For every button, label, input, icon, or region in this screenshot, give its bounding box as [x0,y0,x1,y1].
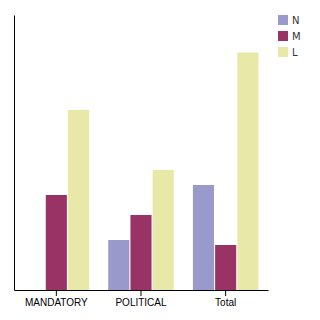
bar [193,185,214,290]
bar [68,110,89,290]
legend-swatch [278,31,288,41]
chart-svg: MANDATORY POLITICAL Total NML [0,0,320,320]
x-tick-mark [56,290,57,296]
y-axis-line [14,16,15,291]
bar [46,195,67,290]
bar-series [68,53,258,291]
bars [46,53,259,291]
bar [108,240,129,290]
x-axis: MANDATORY POLITICAL Total [15,290,269,308]
legend-label: N [292,15,299,26]
legend-item: L [278,47,298,58]
legend-item: M [278,31,301,42]
chart-container: MANDATORY POLITICAL Total NML [0,0,320,320]
bar [215,245,236,290]
x-tick-mark [141,290,142,296]
bar [24,290,45,291]
x-tick-mark [225,290,226,296]
plot-area: MANDATORY POLITICAL Total [15,16,269,309]
legend: NML [278,15,301,58]
legend-label: L [292,47,298,58]
legend-swatch [278,15,288,25]
legend-item: N [278,15,299,26]
x-tick-label: MANDATORY [25,297,88,308]
y-axis [14,16,15,291]
legend-label: M [292,31,301,42]
x-tick-label: POLITICAL [115,297,167,308]
bar [130,215,151,290]
bar [237,53,258,291]
x-tick: POLITICAL [115,290,167,308]
x-tick-label: Total [215,297,236,308]
x-tick: MANDATORY [25,290,88,308]
x-tick: Total [215,290,236,308]
bar [153,170,174,290]
legend-swatch [278,47,288,57]
